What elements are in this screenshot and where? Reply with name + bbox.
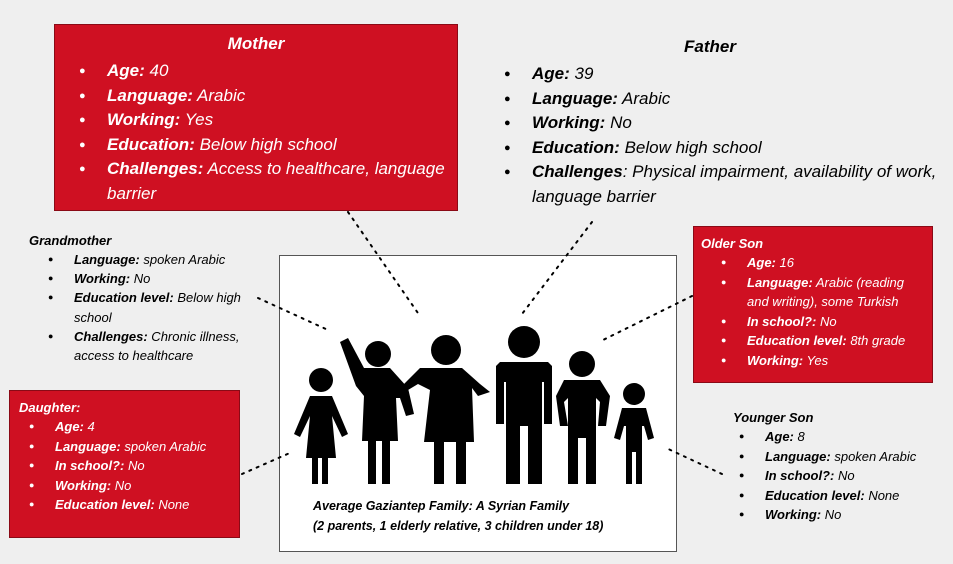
- younger-son-title: Younger Son: [733, 410, 814, 425]
- younger-son-item: In school?: No: [739, 466, 945, 486]
- mother-connector: [347, 211, 421, 317]
- family-silhouette-icon: [294, 326, 654, 484]
- mother-box: Mother Age: 40 Language: Arabic Working:…: [54, 24, 458, 211]
- older-son-item: Education level: 8th grade: [721, 331, 932, 351]
- father-item: Working: No: [504, 111, 940, 136]
- mother-list: Age: 40 Language: Arabic Working: Yes Ed…: [79, 59, 457, 206]
- daughter-item: In school?: No: [29, 456, 239, 476]
- daughter-item: Language: spoken Arabic: [29, 437, 239, 457]
- daughter-connector: [241, 451, 293, 475]
- daughter-item: Working: No: [29, 476, 239, 496]
- grandmother-item: Language: spoken Arabic: [48, 250, 284, 269]
- older-son-connector: [602, 295, 693, 341]
- grandmother-item: Education level: Below high school: [48, 288, 254, 326]
- father-box: Father Age: 39 Language: Arabic Working:…: [500, 32, 940, 222]
- grandmother-figure-head: [365, 341, 391, 367]
- mother-item: Age: 40: [79, 59, 457, 84]
- younger-son-item: Education level: None: [739, 486, 945, 506]
- younger-son-box: Younger Son Age: 8 Language: spoken Arab…: [725, 405, 945, 535]
- daughter-list: Age: 4 Language: spoken Arabic In school…: [29, 417, 239, 515]
- older-son-item: In school?: No: [721, 312, 932, 332]
- father-title: Father: [684, 37, 736, 56]
- younger-son-item: Language: spoken Arabic: [739, 447, 945, 467]
- mother-title: Mother: [227, 34, 285, 53]
- younger-son-item: Working: No: [739, 505, 945, 525]
- grandmother-figure: [340, 338, 414, 484]
- mother-figure: [404, 368, 490, 484]
- mother-figure-head: [431, 335, 461, 365]
- caption-line-1: Average Gaziantep Family: A Syrian Famil…: [313, 499, 570, 513]
- grandmother-box: Grandmother Language: spoken Arabic Work…: [24, 230, 284, 370]
- father-connector: [521, 221, 593, 315]
- younger-son-figure: [614, 408, 654, 484]
- father-item: Age: 39: [504, 62, 940, 87]
- younger-son-connector: [663, 446, 723, 475]
- older-son-box: Older Son Age: 16 Language: Arabic (read…: [693, 226, 933, 383]
- mother-item: Language: Arabic: [79, 84, 457, 109]
- family-caption: Average Gaziantep Family: A Syrian Famil…: [313, 496, 603, 536]
- grandmother-item: Working: No: [48, 269, 284, 288]
- older-son-title: Older Son: [701, 236, 764, 251]
- father-list: Age: 39 Language: Arabic Working: No Edu…: [504, 62, 940, 209]
- daughter-item: Education level: None: [29, 495, 239, 515]
- older-son-item: Working: Yes: [721, 351, 932, 371]
- grandmother-connector: [257, 297, 329, 331]
- mother-item: Challenges: Access to healthcare, langua…: [79, 157, 457, 206]
- younger-son-figure-head: [623, 383, 645, 405]
- daughter-figure-head: [309, 368, 333, 392]
- daughter-figure: [294, 396, 348, 484]
- grandmother-item: Challenges: Chronic illness, access to h…: [48, 327, 264, 365]
- older-son-figure: [556, 380, 610, 484]
- older-son-item: Language: Arabic (reading and writing), …: [721, 273, 925, 312]
- family-illustration-panel: Average Gaziantep Family: A Syrian Famil…: [279, 255, 677, 552]
- father-item: Challenges: Physical impairment, availab…: [504, 160, 940, 209]
- daughter-box: Daughter: Age: 4 Language: spoken Arabic…: [9, 390, 240, 538]
- older-son-figure-head: [569, 351, 595, 377]
- mother-item: Working: Yes: [79, 108, 457, 133]
- daughter-item: Age: 4: [29, 417, 239, 437]
- father-item: Education: Below high school: [504, 136, 940, 161]
- older-son-list: Age: 16 Language: Arabic (reading and wr…: [721, 253, 932, 371]
- father-item: Language: Arabic: [504, 87, 940, 112]
- mother-item: Education: Below high school: [79, 133, 457, 158]
- younger-son-list: Age: 8 Language: spoken Arabic In school…: [739, 427, 945, 525]
- grandmother-list: Language: spoken Arabic Working: No Educ…: [48, 250, 284, 365]
- grandmother-title: Grandmother: [29, 233, 112, 248]
- older-son-item: Age: 16: [721, 253, 932, 273]
- younger-son-item: Age: 8: [739, 427, 945, 447]
- caption-line-2: (2 parents, 1 elderly relative, 3 childr…: [313, 519, 604, 533]
- daughter-title: Daughter:: [19, 400, 81, 415]
- father-figure: [496, 362, 552, 484]
- father-figure-head: [508, 326, 540, 358]
